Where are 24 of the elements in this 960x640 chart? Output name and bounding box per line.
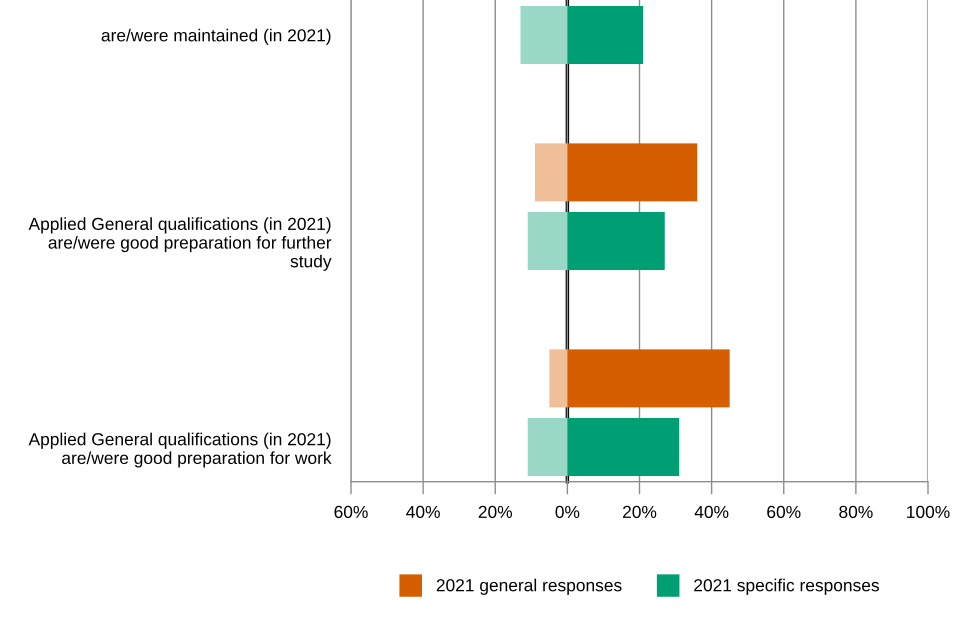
bar [528, 212, 568, 270]
bar [534, 143, 568, 202]
x-tick-label: 60% [334, 506, 368, 518]
bar [567, 212, 665, 270]
y-tick-label: are/were maintained (in 2021) [102, 28, 330, 45]
legend-label: 2021 specific responses [694, 578, 879, 595]
bar [549, 349, 568, 408]
bar [567, 349, 730, 408]
x-tick-label: 40% [406, 506, 440, 518]
y-tick-label: Applied General qualifications (in 2021) are/were good preparation for work [28, 432, 332, 468]
x-tick-label: 100% [907, 506, 950, 518]
x-tick-label: 40% [694, 506, 728, 518]
bar [567, 418, 680, 476]
y-tick-label: Applied General qualifications (in 2021) are/were good preparation for further study [28, 217, 332, 271]
x-tick-label: 0% [556, 506, 580, 518]
bar [528, 418, 568, 476]
x-tick-label: 20% [478, 506, 512, 518]
bar [520, 6, 568, 64]
bar [567, 6, 644, 64]
legend-label: 2021 general responses [436, 578, 622, 595]
x-tick-label: 60% [767, 506, 801, 518]
x-tick-label: 20% [623, 506, 656, 518]
x-tick-label: 80% [839, 506, 873, 518]
bar [567, 143, 698, 202]
